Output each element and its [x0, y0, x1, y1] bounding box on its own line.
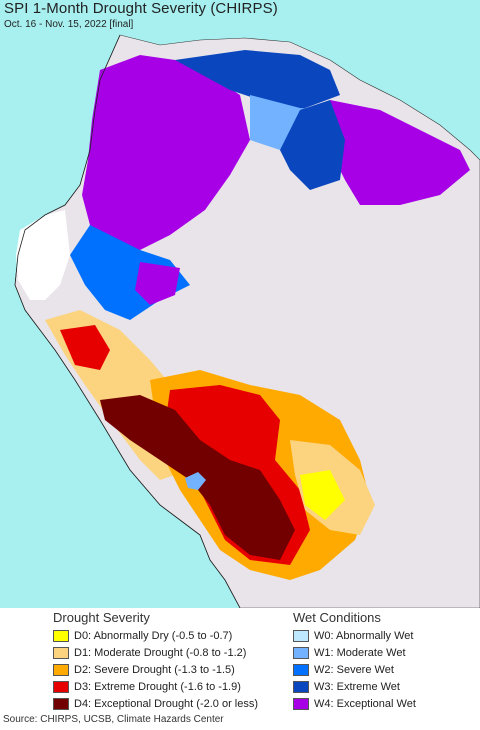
swatch-d4	[53, 697, 69, 710]
legend-label-d0: D0: Abnormally Dry (-0.5 to -0.7)	[74, 629, 233, 642]
drought-zone-peru-d3	[60, 325, 110, 370]
wet-zone-venezuela-blue	[175, 50, 340, 110]
legend-item-d0: D0: Abnormally Dry (-0.5 to -0.7)	[53, 627, 258, 644]
legend-wet-heading: Wet Conditions	[293, 610, 381, 625]
legend-item-d3: D3: Extreme Drought (-1.6 to -1.9)	[53, 678, 258, 695]
map-title: SPI 1-Month Drought Severity (CHIRPS)	[4, 0, 278, 17]
legend-item-d1: D1: Moderate Drought (-0.8 to -1.2)	[53, 644, 258, 661]
swatch-d0	[53, 629, 69, 642]
drought-map	[0, 0, 480, 608]
legend-item-w1: W1: Moderate Wet	[293, 644, 416, 661]
wet-zone-peru-north	[135, 262, 180, 305]
legend-label-d4: D4: Exceptional Drought (-2.0 or less)	[74, 697, 259, 710]
wet-zone-guianas-purple	[330, 100, 470, 205]
swatch-w3	[293, 680, 309, 693]
swatch-d2	[53, 663, 69, 676]
legend-label-w2: W2: Severe Wet	[314, 663, 394, 676]
swatch-w4	[293, 697, 309, 710]
legend-label-d3: D3: Extreme Drought (-1.6 to -1.9)	[74, 680, 241, 693]
legend-item-w2: W2: Severe Wet	[293, 661, 416, 678]
source-credit: Source: CHIRPS, UCSB, Climate Hazards Ce…	[3, 714, 224, 725]
legend: Drought Severity Wet Conditions D0: Abno…	[0, 608, 480, 712]
swatch-d1	[53, 646, 69, 659]
swatch-w2	[293, 663, 309, 676]
wet-zone-colombia	[82, 55, 250, 250]
swatch-w0	[293, 629, 309, 642]
legend-item-d4: D4: Exceptional Drought (-2.0 or less)	[53, 695, 258, 712]
legend-label-d1: D1: Moderate Drought (-0.8 to -1.2)	[74, 646, 247, 659]
legend-label-w3: W3: Extreme Wet	[314, 680, 400, 693]
legend-label-d2: D2: Severe Drought (-1.3 to -1.5)	[74, 663, 235, 676]
legend-label-w0: W0: Abnormally Wet	[314, 629, 414, 642]
neutral-coast-ecuador	[16, 210, 70, 300]
map-date-range: Oct. 16 - Nov. 15, 2022 [final]	[4, 19, 134, 30]
legend-item-w3: W3: Extreme Wet	[293, 678, 416, 695]
legend-item-w0: W0: Abnormally Wet	[293, 627, 416, 644]
pacific-coastline	[14, 34, 241, 608]
legend-drought-list: D0: Abnormally Dry (-0.5 to -0.7) D1: Mo…	[53, 627, 258, 712]
swatch-d3	[53, 680, 69, 693]
legend-label-w4: W4: Exceptional Wet	[314, 697, 416, 710]
swatch-w1	[293, 646, 309, 659]
legend-label-w1: W1: Moderate Wet	[314, 646, 406, 659]
legend-wet-list: W0: Abnormally Wet W1: Moderate Wet W2: …	[293, 627, 416, 712]
legend-item-d2: D2: Severe Drought (-1.3 to -1.5)	[53, 661, 258, 678]
wet-zone-guianas-blue	[280, 100, 345, 190]
lake-titicaca	[185, 472, 206, 490]
legend-item-w4: W4: Exceptional Wet	[293, 695, 416, 712]
legend-drought-heading: Drought Severity	[53, 610, 150, 625]
drought-zone-brazil-d0	[300, 470, 345, 520]
